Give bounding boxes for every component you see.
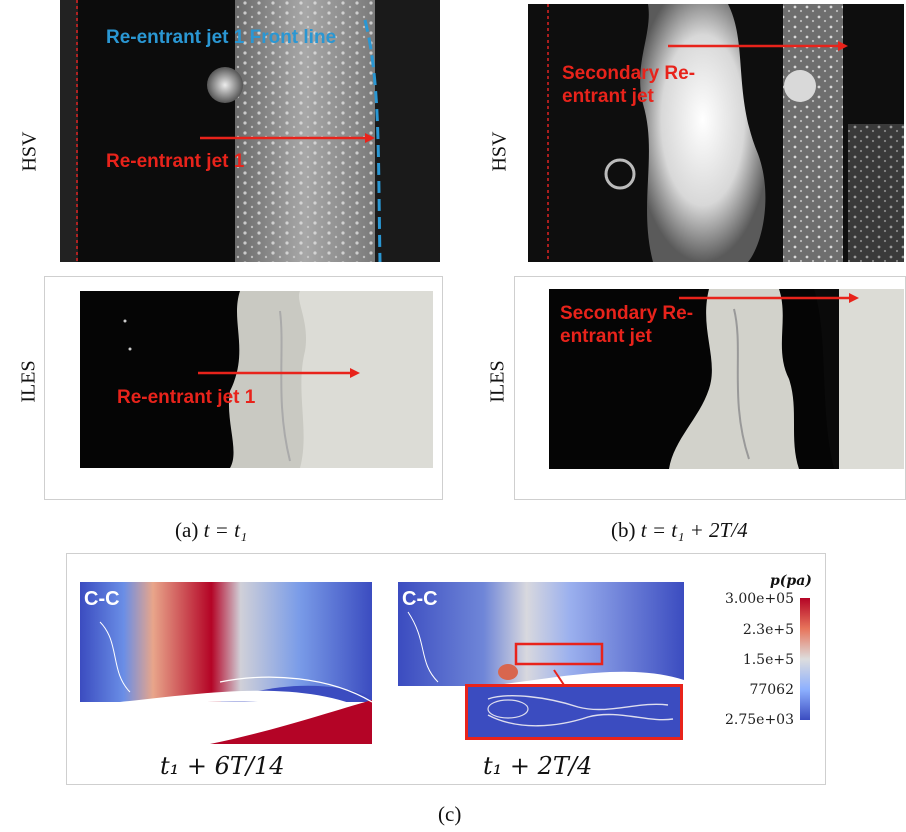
hsv-front-line-label-a: Re-entrant jet 1 Front line: [106, 27, 337, 48]
iles-image-a-graphic: [80, 291, 433, 468]
hsv-image-b-graphic: [528, 4, 904, 262]
colorbar-tick-1: 2.3e+5: [742, 622, 794, 638]
cc-label-left: C-C: [84, 588, 120, 610]
caption-c: (c): [438, 802, 462, 826]
row-label-iles-a: ILES: [17, 360, 40, 403]
hsv-image-a-graphic: [60, 0, 440, 262]
colorbar: [800, 598, 810, 720]
iles-jet-label-b: Secondary Re-entrant jet: [560, 303, 694, 347]
caption-b-prefix: (b): [611, 518, 636, 542]
hsv-jet-label-a: Re-entrant jet 1: [106, 151, 245, 172]
iles-image-b-graphic: [549, 289, 904, 469]
colorbar-title: p(pa): [770, 573, 812, 589]
colorbar-tick-0: 3.00e+05: [724, 591, 794, 607]
hsv-image-a: [60, 0, 440, 262]
zoom-inset: [465, 684, 683, 740]
hsv-jet-label-b: Secondary Re-entrant jet: [562, 63, 696, 107]
row-label-hsv-b: HSV: [488, 131, 511, 172]
caption-a: (a) t = t₁: [175, 518, 247, 543]
cc-section-right-graphic: [398, 582, 684, 686]
iles-image-a: [80, 291, 433, 468]
row-label-iles-b: ILES: [486, 360, 509, 403]
zoom-inset-graphic: [468, 687, 680, 737]
cc-section-left-graphic: [80, 582, 372, 744]
colorbar-tick-4: 2.75e+03: [724, 712, 794, 728]
colorbar-tick-3: 77062: [749, 682, 794, 698]
time-left-text: t₁ + 6T/14: [160, 752, 285, 780]
caption-a-prefix: (a): [175, 518, 199, 542]
hsv-image-b: [528, 4, 904, 262]
time-label-right: t₁ + 2T/4: [483, 752, 592, 780]
iles-image-b: [549, 289, 904, 469]
caption-b: (b) t = t₁ + 2T/4: [611, 518, 748, 543]
caption-b-formula: t = t₁ + 2T/4: [640, 518, 748, 542]
cc-label-right: C-C: [402, 588, 438, 610]
cc-section-right: [398, 582, 684, 686]
cc-section-left: [80, 582, 372, 744]
time-right-text: t₁ + 2T/4: [483, 752, 593, 780]
iles-jet-label-a: Re-entrant jet 1: [117, 387, 256, 408]
colorbar-tick-2: 1.5e+5: [742, 652, 794, 668]
time-label-left: t₁ + 6T/14: [160, 752, 285, 780]
row-label-hsv-a: HSV: [18, 131, 41, 172]
caption-a-formula: t = t₁: [203, 518, 248, 542]
